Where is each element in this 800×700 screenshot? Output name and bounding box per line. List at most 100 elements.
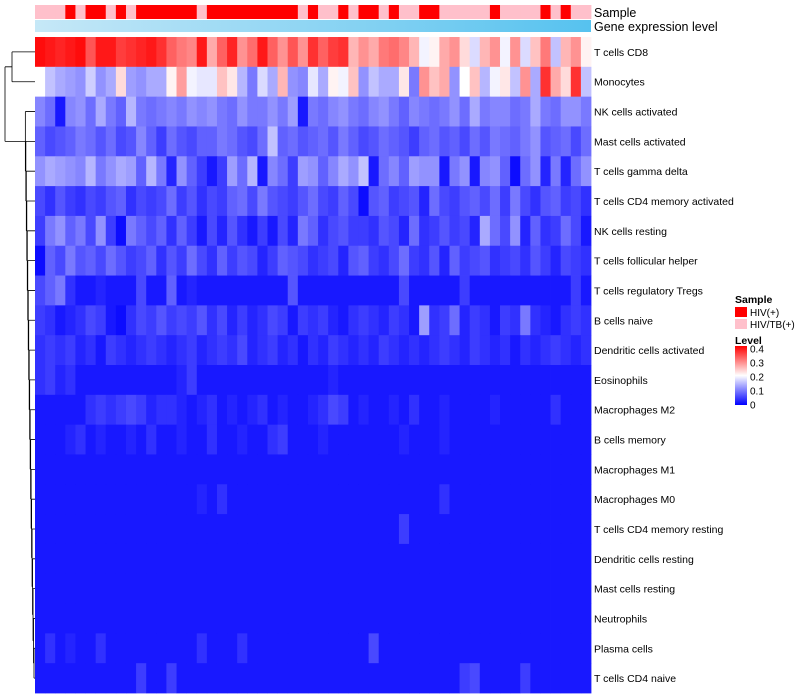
heatmap-cell [196, 156, 208, 187]
heatmap-cell [196, 394, 208, 426]
heatmap-cell [297, 275, 309, 306]
heatmap-cell [398, 96, 410, 127]
heatmap-cell [196, 66, 208, 98]
heatmap-cell [237, 37, 248, 68]
sample-annotation-cell [368, 5, 380, 19]
sample-annotation-cell [125, 5, 137, 19]
heatmap-cell [105, 126, 117, 157]
heatmap-cell [338, 275, 349, 306]
heatmap-cell [75, 543, 86, 575]
heatmap-cell [125, 66, 137, 98]
heatmap-cell [489, 335, 501, 366]
sample-annotation-cell [35, 5, 46, 19]
heatmap-cell [267, 573, 279, 604]
heatmap-cell [267, 156, 279, 187]
heatmap-cell [469, 335, 481, 366]
heatmap-cell [338, 633, 349, 664]
heatmap-cell [489, 633, 501, 664]
sample-annotation-cell [186, 5, 198, 19]
heatmap-cell [409, 365, 420, 396]
heatmap-cell [166, 245, 177, 276]
heatmap-cell [85, 186, 97, 217]
heatmap-cell [267, 126, 279, 157]
heatmap-cell [348, 305, 359, 336]
heatmap-cell [388, 603, 400, 634]
sample-annotation-cell [307, 5, 319, 19]
heatmap-cell [146, 96, 157, 127]
heatmap-cell [237, 96, 248, 127]
sample-legend-title: Sample [735, 294, 773, 306]
heatmap-cell [75, 335, 86, 366]
sample-annotation-cell [358, 5, 369, 19]
heatmap-cell [378, 394, 390, 426]
heatmap-cell [257, 305, 268, 336]
heatmap-cell [358, 394, 369, 426]
heatmap-cell [136, 543, 147, 575]
heatmap-cell [540, 514, 551, 545]
heatmap-cell [318, 305, 329, 336]
heatmap-cell [125, 514, 137, 545]
heatmap-cell [398, 66, 410, 98]
heatmap-cell [237, 454, 248, 485]
heatmap-cell [115, 514, 127, 545]
heatmap-cell [479, 603, 491, 634]
heatmap-cell [35, 37, 46, 68]
sample-annotation-cell [409, 5, 420, 19]
heatmap-cell [287, 424, 299, 455]
heatmap-cell [338, 514, 349, 545]
heatmap-cell [65, 663, 76, 694]
heatmap-cell [55, 603, 66, 634]
heatmap-cell [307, 66, 319, 98]
heatmap-cell [388, 424, 400, 455]
heatmap-cell [176, 186, 188, 217]
heatmap-cell [419, 66, 430, 98]
heatmap-cell [277, 603, 289, 634]
heatmap-cell [95, 543, 107, 575]
heatmap-cell [115, 365, 127, 396]
heatmap-cell [257, 96, 268, 127]
heatmap-cell [216, 454, 228, 485]
heatmap-cell [267, 394, 279, 426]
heatmap-cell [550, 663, 562, 694]
heatmap-cell [520, 543, 531, 575]
heatmap-cell [206, 663, 218, 694]
heatmap-cell [419, 365, 430, 396]
heatmap-cell [237, 514, 248, 545]
heatmap-cell [196, 37, 208, 68]
heatmap-cell [378, 186, 390, 217]
heatmap-cell [348, 365, 359, 396]
heatmap-cell [146, 663, 157, 694]
heatmap-cell [500, 424, 511, 455]
heatmap-cell [348, 66, 359, 98]
sample-annotation-cell [115, 5, 127, 19]
heatmap-cell [409, 186, 420, 217]
heatmap-cell [65, 37, 76, 68]
heatmap-cell [287, 215, 299, 247]
heatmap-cell [55, 663, 66, 694]
heatmap-cell [146, 186, 157, 217]
heatmap-cell [105, 156, 117, 187]
heatmap-cell [429, 126, 440, 157]
heatmap-cell [186, 126, 198, 157]
heatmap-cell [550, 156, 562, 187]
heatmap-cell [500, 215, 511, 247]
heatmap-cell [378, 305, 390, 336]
sample-annotation-cell [105, 5, 117, 19]
heatmap-cell [277, 454, 289, 485]
heatmap-cell [176, 275, 188, 306]
heatmap-cell [166, 394, 177, 426]
heatmap-cell [227, 484, 238, 515]
heatmap-cell [580, 215, 592, 247]
sample-annotation-cell [419, 5, 430, 19]
heatmap-cell [257, 484, 268, 515]
heatmap-cell [429, 514, 440, 545]
heatmap-cell [257, 66, 268, 98]
heatmap-cell [65, 275, 76, 306]
heatmap-cell [479, 424, 491, 455]
sample-annotation-cell [580, 5, 592, 19]
heatmap-cell [459, 335, 471, 366]
heatmap-cell [95, 484, 107, 515]
heatmap-cell [287, 126, 299, 157]
heatmap-cell [55, 514, 66, 545]
heatmap-cell [439, 633, 450, 664]
